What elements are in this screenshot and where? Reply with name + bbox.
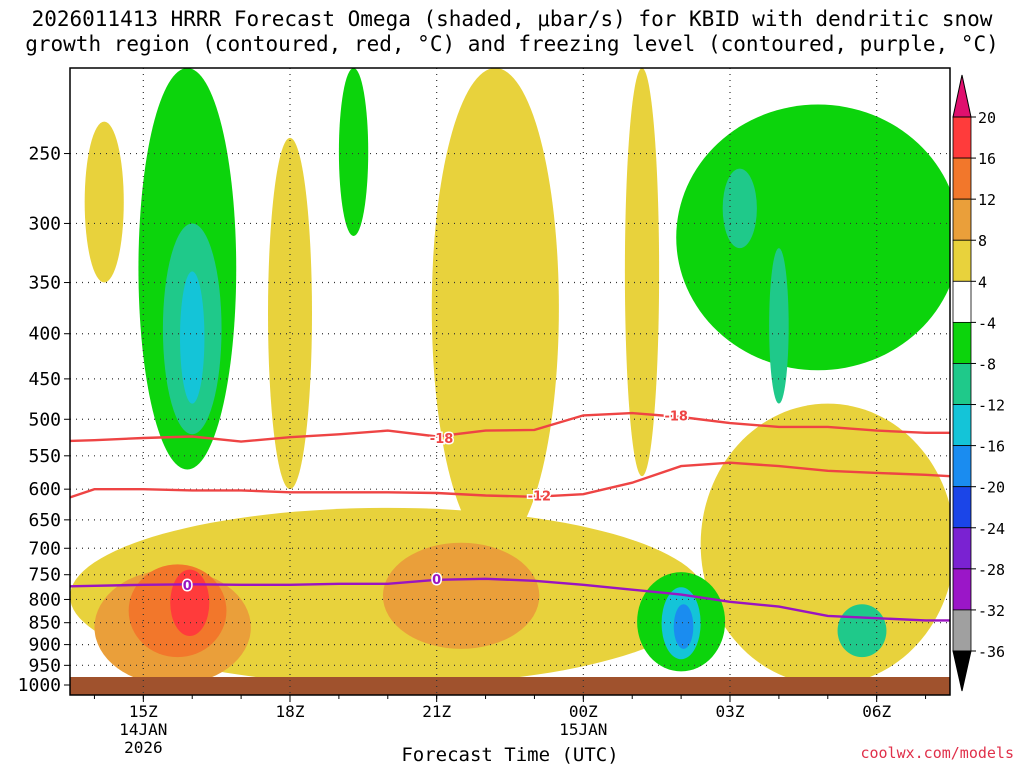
xtick-label-0: 15Z [129, 702, 158, 721]
ytick-label-800: 800 [28, 589, 61, 610]
colorbar-swatch-1 [952, 157, 972, 200]
colorbar-swatch-8 [952, 445, 972, 488]
ytick-label-600: 600 [28, 479, 61, 500]
colorbar-label-10: -24 [978, 520, 1005, 538]
contour-dgz-minus18 [70, 411, 950, 443]
contour-label-4: 0 [432, 573, 441, 588]
colorbar-label-12: -32 [978, 602, 1005, 620]
colorbar-label-3: 8 [978, 232, 987, 250]
colorbar-label-4: 4 [978, 273, 987, 291]
ytick-label-350: 350 [28, 273, 61, 294]
colorbar-top-arrow [952, 74, 972, 118]
ytick-label-950: 950 [28, 655, 61, 676]
shade-negative-15z-upper12 [180, 271, 205, 404]
colorbar-swatch-12 [952, 609, 972, 652]
contour-label-3: 0 [183, 579, 192, 594]
shade-positive-right-lower [700, 403, 950, 685]
colorbar-label-1: 16 [978, 150, 996, 168]
shade-negative-02z-low16 [673, 604, 694, 649]
ground [70, 677, 950, 695]
colorbar-label-13: -36 [978, 643, 1005, 661]
colorbar-swatch-5 [952, 321, 972, 364]
contour-label-0: -18 [430, 432, 454, 447]
chart-title-line2: growth region (contoured, red, °C) and f… [25, 32, 999, 56]
ytick-label-450: 450 [28, 369, 61, 390]
colorbar: 20 16 12 8 4 -4 -8 -12 -16 -20 -24 -28 -32 -36 [952, 74, 1005, 692]
ytick-label-300: 300 [28, 213, 61, 234]
x-axis-label: Forecast Time (UTC) [401, 744, 619, 766]
shade-negative-03z-upper8 [722, 168, 757, 249]
y-axis: 2503003504004505005506006507007508008509… [18, 144, 70, 696]
shade-negative-04z-col [769, 248, 789, 404]
shade-positive-mid-upper [431, 68, 559, 549]
contour-label-1: -18 [664, 409, 688, 424]
ground-strip [70, 677, 950, 695]
ytick-label-650: 650 [28, 510, 61, 531]
colorbar-swatch-3 [952, 239, 972, 282]
xtick-label-3: 00Z [569, 702, 598, 721]
plot-frame [69, 67, 951, 696]
grid [70, 68, 950, 695]
colorbar-bottom-arrow [952, 650, 972, 692]
shade-positive-left-upper [84, 121, 124, 283]
colorbar-swatch-11 [952, 568, 972, 611]
xtick-sub1-0: 14JAN [119, 720, 167, 739]
ytick-label-750: 750 [28, 565, 61, 586]
ytick-label-1000: 1000 [18, 675, 61, 696]
contour-dgz-minus12 [70, 461, 950, 499]
ytick-label-500: 500 [28, 409, 61, 430]
shade-positive-22z-mid8 [382, 542, 540, 649]
xtick-label-2: 21Z [422, 702, 451, 721]
ytick-label-250: 250 [28, 144, 61, 165]
colorbar-swatch-7 [952, 404, 972, 447]
xtick-label-1: 18Z [276, 702, 305, 721]
colorbar-label-5: -4 [978, 314, 996, 332]
colorbar-label-9: -20 [978, 479, 1005, 497]
ytick-label-550: 550 [28, 446, 61, 467]
colorbar-label-11: -28 [978, 561, 1005, 579]
contour-label-2: -12 [528, 490, 552, 505]
shade-negative-05z-low [837, 604, 887, 658]
colorbar-swatch-10 [952, 527, 972, 570]
colorbar-label-0: 20 [978, 109, 996, 127]
xtick-label-5: 06Z [862, 702, 891, 721]
ytick-label-850: 850 [28, 613, 61, 634]
xtick-label-4: 03Z [716, 702, 745, 721]
xtick-sub2-0: 2026 [124, 738, 163, 757]
contours: -18 -18 -12 0 0 [70, 408, 950, 622]
shade-positive-01z-upper [624, 68, 660, 477]
omega-shading [70, 68, 950, 685]
colorbar-swatch-6 [952, 363, 972, 405]
shade-negative-03z-upper [676, 104, 950, 371]
colorbar-swatch-0 [952, 116, 972, 159]
shade-positive-18z-upper [268, 137, 312, 490]
colorbar-swatch-2 [952, 198, 972, 241]
colorbar-label-6: -8 [978, 355, 996, 373]
colorbar-swatch-9 [952, 486, 972, 529]
colorbar-label-8: -16 [978, 438, 1005, 456]
xtick-sub1-3: 15JAN [559, 720, 607, 739]
shade-positive-15z-core16 [170, 569, 210, 636]
site-credit[interactable]: coolwx.com/models [860, 744, 1014, 762]
chart-title-line1: 2026011413 HRRR Forecast Omega (shaded, … [31, 7, 993, 31]
contour-freezing-level [70, 577, 950, 622]
colorbar-label-7: -12 [978, 397, 1005, 415]
colorbar-swatch-4 [952, 280, 972, 323]
colorbar-label-2: 12 [978, 191, 996, 209]
ytick-label-700: 700 [28, 538, 61, 559]
ytick-label-400: 400 [28, 324, 61, 345]
ytick-label-900: 900 [28, 635, 61, 656]
shade-negative-19z-top [338, 68, 369, 237]
